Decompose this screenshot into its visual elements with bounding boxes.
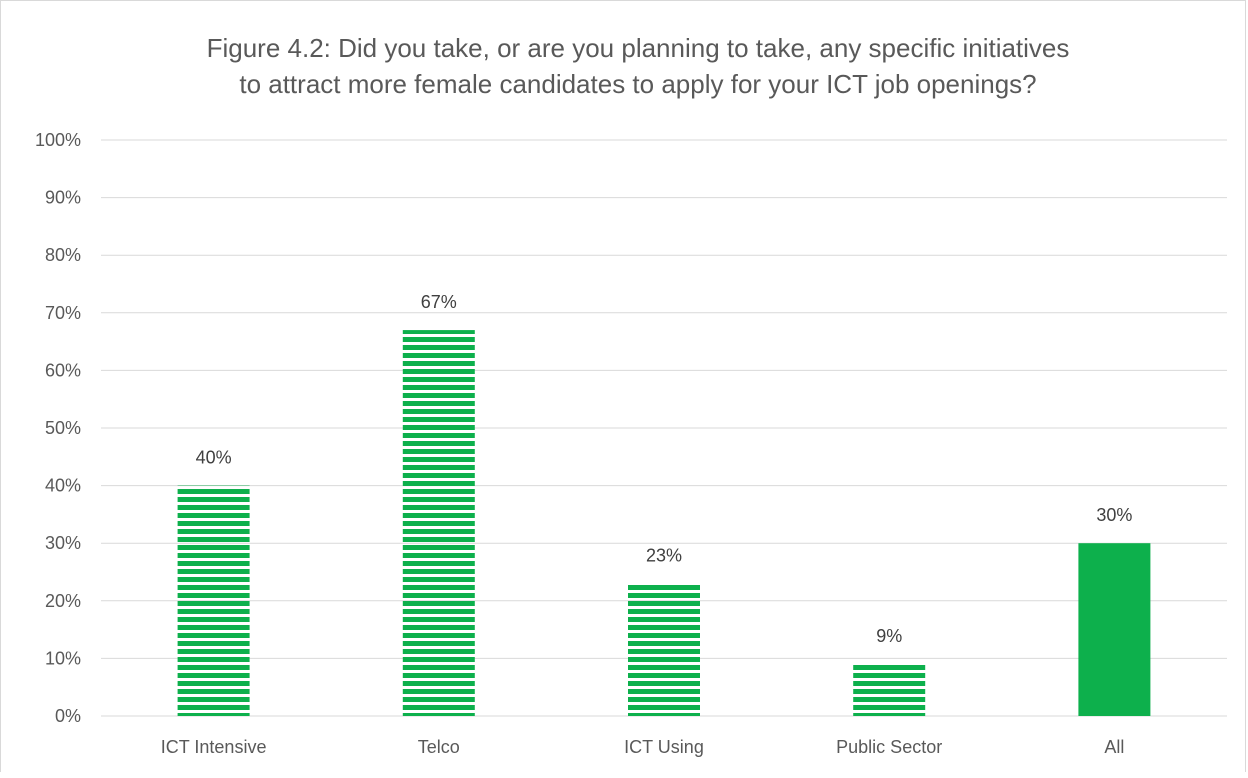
y-tick-label: 30%	[45, 533, 81, 553]
bar-ict-using	[628, 583, 700, 716]
x-category-label: Telco	[418, 737, 460, 757]
y-tick-label: 90%	[45, 188, 81, 208]
data-labels: 40% 67% 23% 9% 30%	[196, 292, 1133, 646]
x-category-label: ICT Using	[624, 737, 704, 757]
y-tick-label: 10%	[45, 648, 81, 668]
y-axis-tick-labels: 0% 10% 20% 30% 40% 50% 60% 70% 80% 90% 100%	[35, 130, 81, 726]
bars	[177, 330, 1151, 716]
gridlines	[101, 139, 1227, 717]
x-axis-category-labels: ICT Intensive Telco ICT Using Public Sector…	[161, 737, 1125, 757]
x-category-label: All	[1104, 737, 1124, 757]
y-tick-label: 50%	[45, 418, 81, 438]
data-label: 9%	[876, 626, 902, 646]
bar-ict-intensive	[177, 485, 250, 716]
bar-all	[1078, 543, 1151, 716]
data-label: 40%	[196, 448, 232, 468]
data-label: 67%	[421, 292, 457, 312]
data-label: 23%	[646, 546, 682, 566]
y-tick-label: 0%	[55, 706, 81, 726]
y-tick-label: 20%	[45, 591, 81, 611]
bar-telco	[402, 330, 475, 716]
y-tick-label: 100%	[35, 130, 81, 150]
chart-title-line-1: Figure 4.2: Did you take, or are you pla…	[207, 33, 1070, 63]
y-tick-label: 40%	[45, 476, 81, 496]
bar-public-sector	[853, 664, 926, 716]
x-category-label: Public Sector	[836, 737, 942, 757]
y-tick-label: 60%	[45, 360, 81, 380]
data-label: 30%	[1096, 505, 1132, 525]
y-tick-label: 70%	[45, 303, 81, 323]
chart-title-line-2: to attract more female candidates to app…	[239, 69, 1036, 99]
x-category-label: ICT Intensive	[161, 737, 267, 757]
y-tick-label: 80%	[45, 245, 81, 265]
